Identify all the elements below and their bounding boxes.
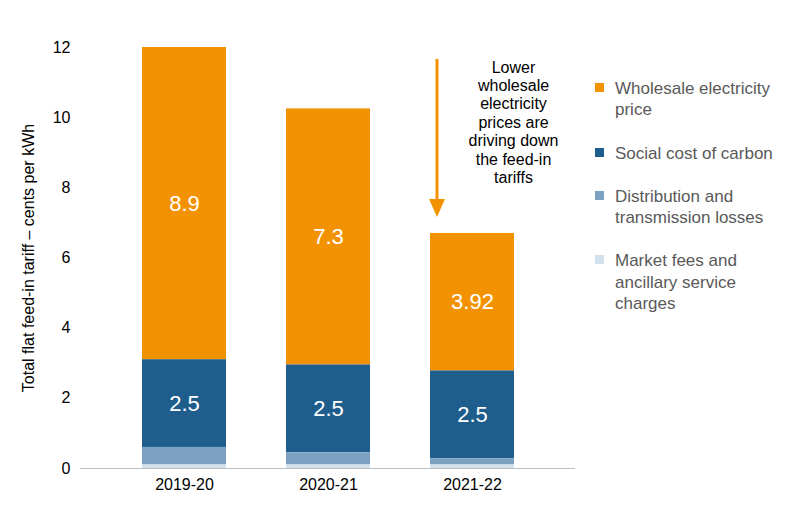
svg-text:2: 2 bbox=[62, 389, 71, 406]
svg-text:12: 12 bbox=[53, 39, 71, 56]
svg-text:2020-21: 2020-21 bbox=[299, 476, 358, 493]
svg-text:8.9: 8.9 bbox=[169, 191, 200, 216]
svg-text:2.5: 2.5 bbox=[169, 391, 200, 416]
svg-text:Total flat feed-in tariff – ce: Total flat feed-in tariff – cents per kW… bbox=[20, 124, 37, 392]
svg-text:3.92: 3.92 bbox=[451, 289, 494, 314]
svg-text:Lowerwholesaleelectricityprice: Lowerwholesaleelectricityprices aredrivi… bbox=[469, 59, 559, 186]
svg-text:2.5: 2.5 bbox=[457, 402, 488, 427]
svg-text:10: 10 bbox=[53, 109, 71, 126]
html-text:Social cost of carbon: Social cost of carbon bbox=[615, 143, 773, 163]
html-text:Wholesale electricity price: Wholesale electricity price bbox=[615, 79, 770, 120]
svg-text:2019-20: 2019-20 bbox=[155, 476, 214, 493]
svg-text:2021-22: 2021-22 bbox=[443, 476, 502, 493]
svg-text:0: 0 bbox=[62, 460, 71, 477]
svg-text:2.5: 2.5 bbox=[313, 396, 344, 421]
svg-text:8: 8 bbox=[62, 179, 71, 196]
html-text:Market fees and ancillary serv: Market fees and ancillary service charge… bbox=[615, 251, 737, 313]
svg-text:7.3: 7.3 bbox=[313, 224, 344, 249]
svg-text:4: 4 bbox=[62, 319, 71, 336]
svg-text:6: 6 bbox=[62, 249, 71, 266]
html-text:Distribution and transmission: Distribution and transmission losses bbox=[615, 186, 764, 227]
